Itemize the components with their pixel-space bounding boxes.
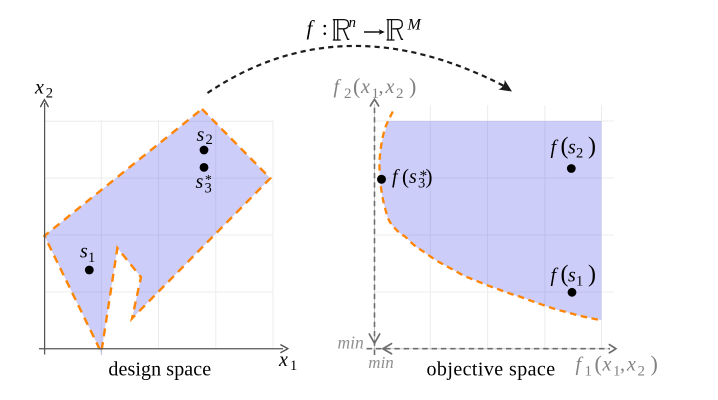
svg-text:s: s <box>80 241 88 263</box>
svg-text:s: s <box>568 137 576 159</box>
svg-text:x: x <box>278 349 288 371</box>
svg-text:(: ( <box>595 351 602 376</box>
svg-text:): ) <box>426 165 433 189</box>
svg-text:s: s <box>409 166 417 188</box>
svg-text:f: f <box>576 354 584 376</box>
svg-text:x: x <box>360 76 370 98</box>
svg-text:): ) <box>588 262 596 288</box>
svg-text:2: 2 <box>576 146 583 162</box>
svg-text:): ) <box>588 134 596 160</box>
svg-text:2: 2 <box>396 86 404 102</box>
svg-text:design space: design space <box>108 359 211 381</box>
svg-text:3: 3 <box>205 180 212 196</box>
svg-text:,: , <box>379 76 384 98</box>
svg-text:s: s <box>197 124 205 146</box>
svg-text:x: x <box>34 77 44 99</box>
svg-text:f: f <box>334 76 342 98</box>
svg-text:x: x <box>626 354 636 376</box>
svg-text:2: 2 <box>206 132 213 148</box>
svg-text:1: 1 <box>290 358 297 374</box>
svg-text:x: x <box>385 76 395 98</box>
svg-text:1: 1 <box>576 274 583 290</box>
svg-text:x: x <box>602 354 612 376</box>
svg-text:(: ( <box>561 262 569 288</box>
svg-text:1: 1 <box>88 250 95 266</box>
svg-text:3: 3 <box>418 176 425 192</box>
svg-text:*: * <box>420 168 428 185</box>
svg-text:,: , <box>620 354 625 376</box>
svg-text:f: f <box>551 137 559 159</box>
svg-text:2: 2 <box>344 86 352 102</box>
svg-text:n: n <box>349 15 357 31</box>
svg-text:f: f <box>551 265 559 287</box>
svg-text:f: f <box>307 16 316 40</box>
svg-text:f: f <box>392 166 400 188</box>
svg-text:): ) <box>651 351 658 376</box>
svg-text:): ) <box>409 74 416 99</box>
svg-text:2: 2 <box>46 86 53 102</box>
svg-text:M: M <box>407 17 423 34</box>
svg-text:2: 2 <box>638 364 646 380</box>
svg-text:*: * <box>205 172 212 187</box>
svg-text:s: s <box>568 265 576 287</box>
svg-text:objective space: objective space <box>427 359 556 381</box>
svg-text:(: ( <box>402 165 409 189</box>
svg-text:min: min <box>338 333 365 353</box>
svg-text:(: ( <box>561 134 569 160</box>
svg-text:min: min <box>368 353 394 372</box>
svg-text:1: 1 <box>585 364 593 380</box>
svg-text:s: s <box>196 171 204 193</box>
svg-text:1: 1 <box>372 86 380 102</box>
svg-text:(: ( <box>353 74 360 99</box>
svg-text::: : <box>322 15 328 40</box>
svg-text:1: 1 <box>613 364 621 380</box>
